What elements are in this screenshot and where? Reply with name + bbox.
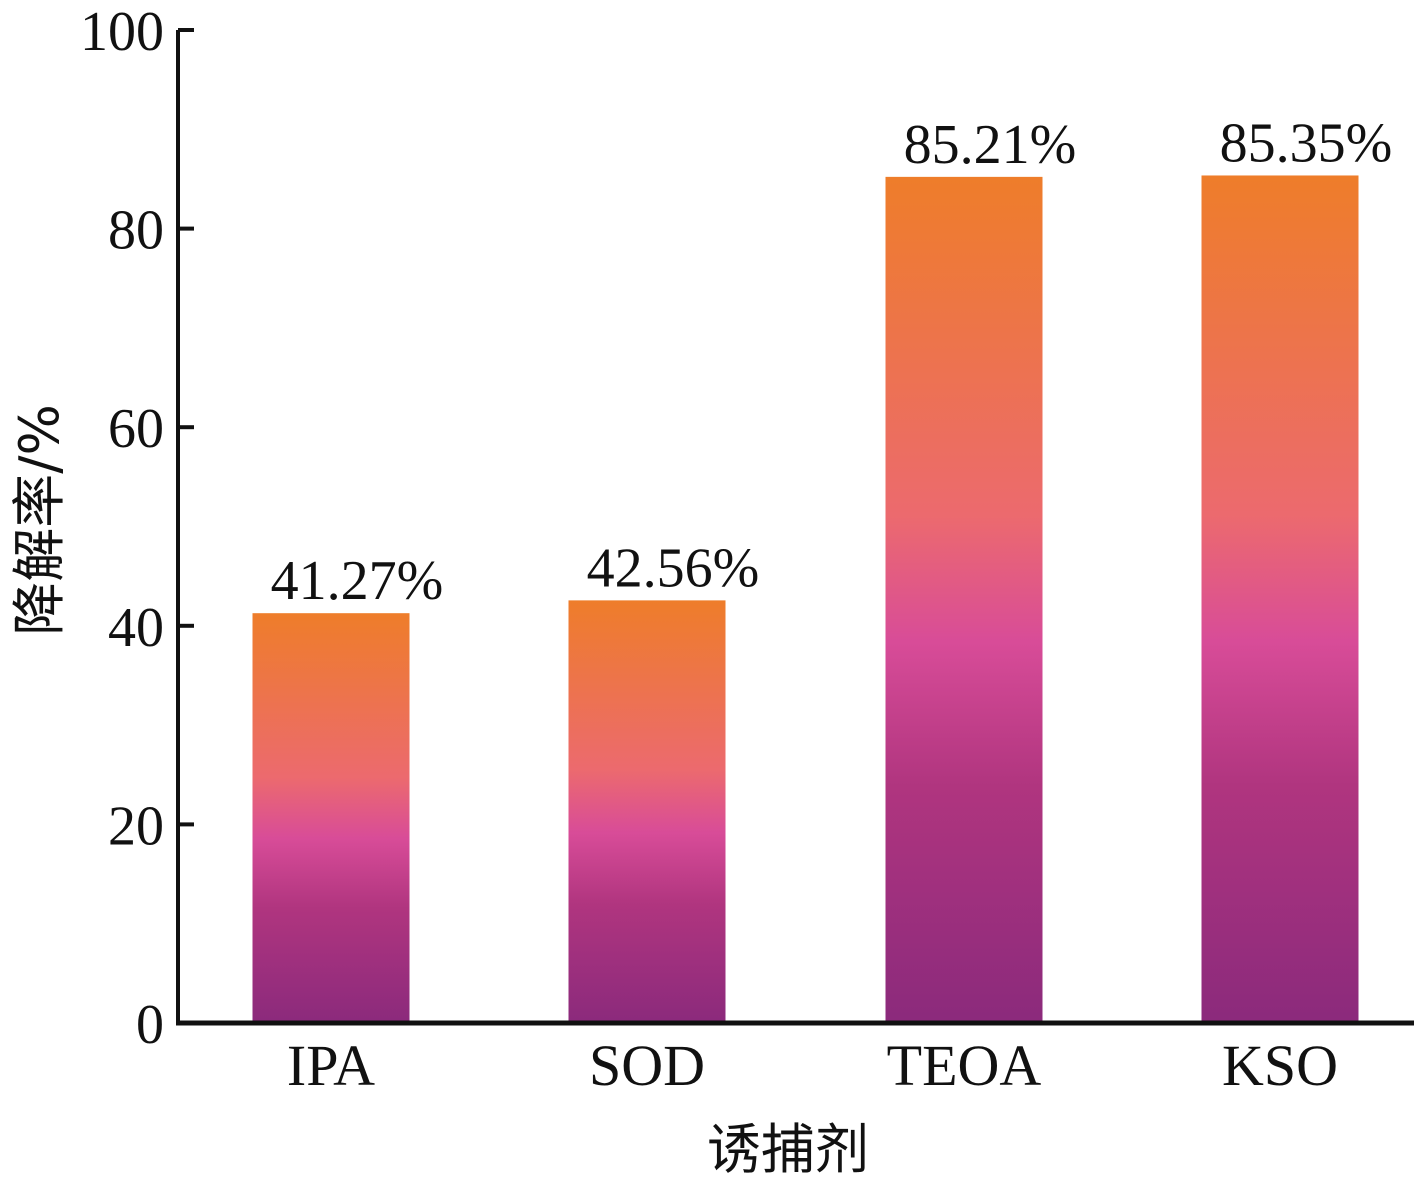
- y-tick-label: 20: [108, 795, 164, 857]
- data-label-sod: 42.56%: [587, 537, 760, 599]
- y-axis-title: 降解率/%: [8, 404, 71, 636]
- x-axis-title: 诱捕剂: [707, 1118, 869, 1181]
- x-tick-label-ipa: IPA: [287, 1033, 375, 1098]
- y-ticks-group: 0 20 40 60 80 100: [80, 1, 194, 1056]
- bar-ipa: [252, 613, 410, 1023]
- bar-kso: [1201, 175, 1359, 1024]
- data-labels-group: 41.27% 42.56% 85.21% 85.35%: [271, 112, 1393, 612]
- y-tick-label: 0: [136, 994, 164, 1056]
- y-tick-label: 80: [108, 200, 164, 262]
- y-tick-label: 60: [108, 398, 164, 460]
- data-label-teoa: 85.21%: [904, 114, 1077, 176]
- data-label-ipa: 41.27%: [271, 550, 444, 612]
- bar-teoa: [885, 176, 1043, 1024]
- x-tick-label-teoa: TEOA: [887, 1033, 1042, 1098]
- bars-group: [252, 175, 1359, 1024]
- x-tick-label-sod: SOD: [589, 1033, 705, 1098]
- x-labels-group: IPA SOD TEOA KSO: [287, 1033, 1338, 1098]
- x-tick-label-kso: KSO: [1222, 1033, 1338, 1098]
- data-label-kso: 85.35%: [1220, 112, 1393, 174]
- bar-sod: [568, 600, 726, 1023]
- y-tick-label: 40: [108, 597, 164, 659]
- y-tick-label: 100: [80, 1, 164, 63]
